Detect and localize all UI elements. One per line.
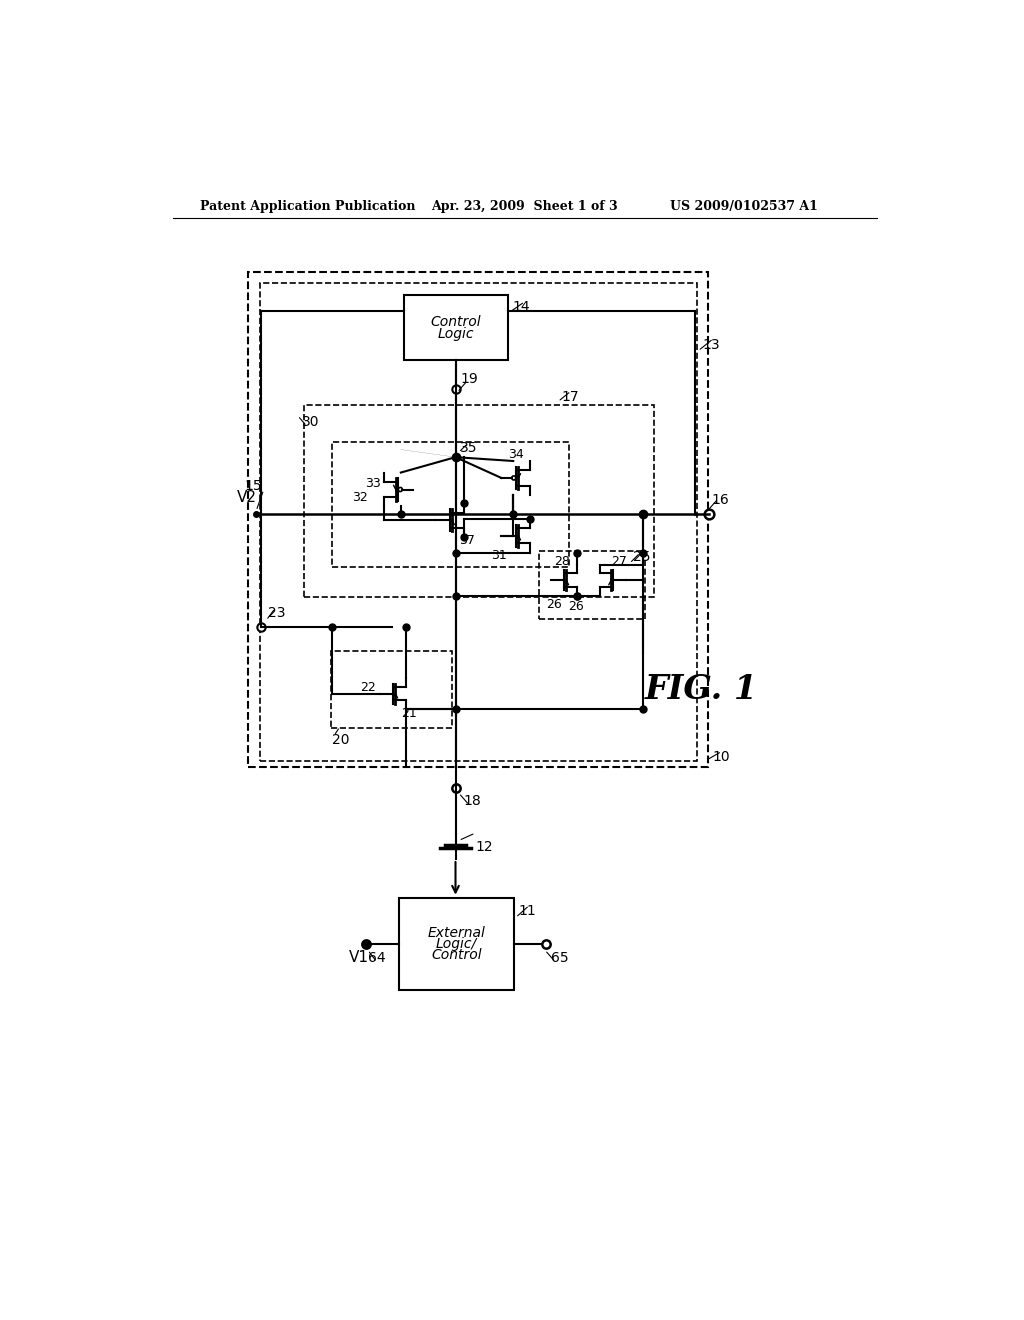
Text: Control: Control [430,314,481,329]
Text: 33: 33 [365,477,380,490]
Text: 19: 19 [460,372,478,385]
Bar [260,284,696,760]
Text: 32: 32 [352,491,368,504]
Text: 64: 64 [368,950,385,965]
Text: FIG. 1: FIG. 1 [645,673,758,706]
Text: 27: 27 [611,556,627,569]
Text: 34: 34 [508,449,523,462]
Bar [248,272,708,767]
Text: 23: 23 [267,606,285,619]
Text: 37: 37 [459,533,474,546]
Text: 18: 18 [463,793,481,808]
Text: 30: 30 [302,414,319,429]
Text: 14: 14 [512,300,530,314]
Bar [539,552,645,619]
Text: 10: 10 [713,750,730,763]
Text: 25: 25 [633,550,650,564]
Text: 26: 26 [568,601,584,612]
Text: 12: 12 [475,840,494,854]
Bar [331,651,453,729]
Text: 20: 20 [333,733,350,747]
Bar [398,898,514,990]
Text: 16: 16 [712,494,730,507]
Text: 17: 17 [562,391,580,404]
Bar [304,405,654,598]
Text: 11: 11 [518,904,537,919]
Text: 35: 35 [460,441,477,455]
Text: 15: 15 [244,479,262,494]
Text: Patent Application Publication: Patent Application Publication [200,199,416,213]
Text: Control: Control [431,948,481,961]
Text: 31: 31 [490,549,507,562]
Text: V1: V1 [348,950,369,965]
Text: 13: 13 [702,338,720,351]
Text: 26: 26 [547,598,562,611]
Bar [333,442,569,566]
Text: External: External [427,927,485,940]
Text: 21: 21 [401,708,418,721]
Text: US 2009/0102537 A1: US 2009/0102537 A1 [670,199,817,213]
Text: Logic/: Logic/ [435,937,477,950]
Text: Logic: Logic [437,327,474,341]
Text: Apr. 23, 2009  Sheet 1 of 3: Apr. 23, 2009 Sheet 1 of 3 [431,199,617,213]
Text: 65: 65 [551,950,568,965]
Text: 28: 28 [554,556,570,569]
Text: 22: 22 [360,681,376,694]
Text: V2: V2 [237,490,257,504]
Bar [403,296,508,360]
